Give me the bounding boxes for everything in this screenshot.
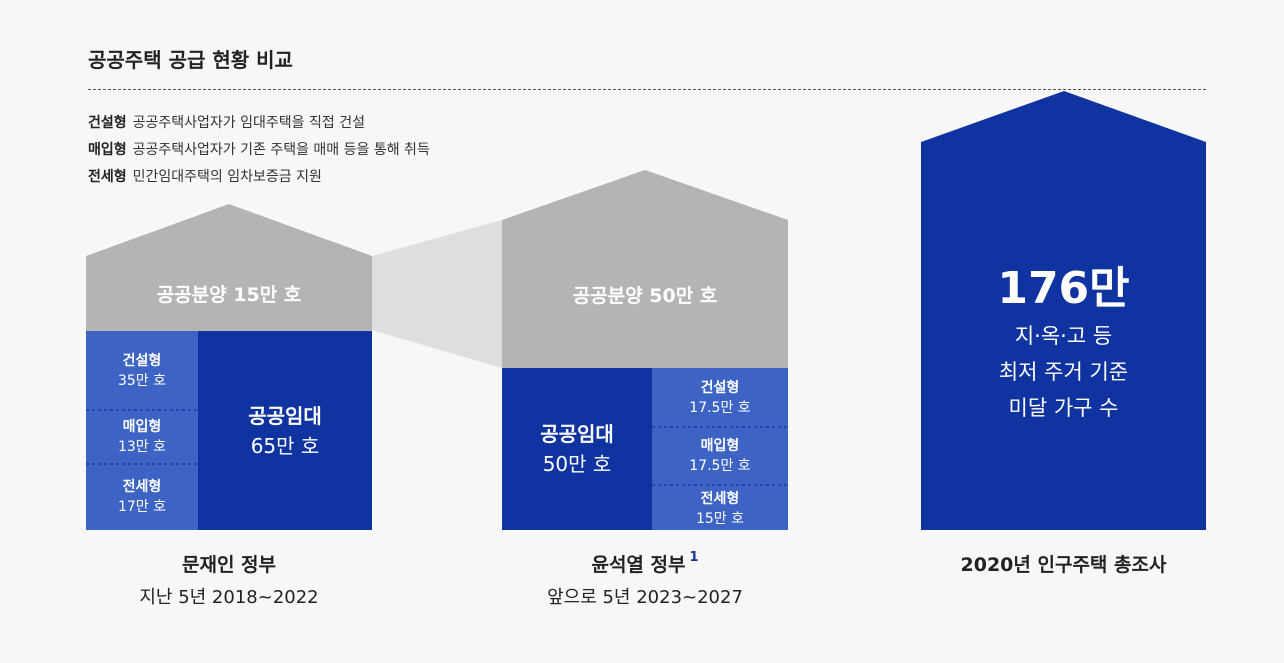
moon-type-jeonse: 전세형 17만 호 (86, 466, 198, 528)
moon-rental-block (198, 331, 372, 530)
type-name: 매입형 (700, 438, 740, 454)
moon-types-column (86, 331, 198, 530)
yoon-type-construction: 건설형 17.5만 호 (652, 370, 788, 425)
moon-rental-label: 공공임대 65만 호 (198, 331, 372, 530)
moon-type-purchase: 매입형 13만 호 (86, 412, 198, 462)
rental-title: 공공임대 (540, 422, 614, 446)
type-name: 건설형 (700, 379, 740, 396)
type-name: 전세형 (700, 490, 740, 507)
rental-value: 65만 호 (250, 433, 320, 458)
legend-desc: 공공주택사업자가 임대주택을 직접 건설 (132, 115, 365, 131)
legend-item-jeonse: 전세형 민간임대주택의 임차보증금 지원 (88, 166, 322, 186)
yoon-caption-sub: 앞으로 5년 2023~2027 (547, 587, 743, 608)
legend-term: 건설형 (88, 115, 127, 131)
census-description: 지·옥·고 등 최저 주거 기준 미달 가구 수 (921, 318, 1206, 426)
moon-type-construction: 건설형 35만 호 (86, 336, 198, 406)
census-desc-line: 지·옥·고 등 (1014, 324, 1113, 348)
yoon-types-column (652, 368, 788, 530)
moon-house-roof (86, 204, 372, 256)
yoon-sale-block (502, 220, 788, 368)
yoon-caption-title: 윤석열 정부 1 (502, 550, 788, 577)
type-value: 17.5만 호 (689, 399, 751, 416)
moon-sale-label: 공공분양 15만 호 (86, 256, 372, 331)
type-name: 전세형 (122, 479, 162, 495)
census-value: 176만 (997, 263, 1130, 314)
moon-caption-title: 문재인 정부 (181, 554, 276, 576)
yoon-sale-text: 공공분양 50만 호 (572, 284, 718, 307)
yoon-caption-text: 윤석열 정부 (591, 554, 686, 576)
type-value: 17만 호 (117, 499, 167, 515)
legend-term: 전세형 (88, 169, 127, 185)
yoon-rental-label: 공공임대 50만 호 (502, 368, 652, 530)
yoon-type-jeonse: 전세형 15만 호 (652, 487, 788, 530)
census-caption-title: 2020년 인구주택 총조사 (960, 554, 1167, 576)
moon-sale-text: 공공분양 15만 호 (156, 284, 302, 306)
top-divider (88, 89, 1206, 90)
type-value: 35만 호 (117, 373, 167, 389)
page-title: 공공주택 공급 현황 비교 (88, 48, 293, 72)
yoon-sale-label: 공공분양 50만 호 (502, 220, 788, 368)
census-desc-line: 최저 주거 기준 (998, 360, 1129, 384)
moon-sale-block (86, 256, 372, 331)
legend-term: 매입형 (88, 142, 127, 158)
legend-item-purchase: 매입형 공공주택사업자가 기존 주택을 매매 등을 통해 취득 (88, 139, 430, 159)
yoon-rental-block (502, 368, 652, 530)
type-name: 매입형 (122, 419, 162, 435)
type-value: 15만 호 (695, 510, 745, 527)
census-desc-line: 미달 가구 수 (1008, 396, 1119, 420)
comparison-connector (372, 220, 502, 368)
rental-value: 50만 호 (542, 452, 612, 476)
moon-caption-sub: 지난 5년 2018~2022 (139, 587, 319, 608)
footnote-marker[interactable]: 1 (689, 550, 699, 565)
type-value: 13만 호 (117, 439, 167, 455)
rental-title: 공공임대 (248, 403, 322, 428)
yoon-house-roof (502, 170, 788, 220)
legend-desc: 민간임대주택의 임차보증금 지원 (132, 169, 322, 185)
yoon-type-purchase: 매입형 17.5만 호 (652, 429, 788, 483)
census-house (921, 91, 1206, 530)
legend-item-construction: 건설형 공공주택사업자가 임대주택을 직접 건설 (88, 112, 365, 132)
type-name: 건설형 (122, 353, 162, 369)
legend-desc: 공공주택사업자가 기존 주택을 매매 등을 통해 취득 (132, 142, 430, 158)
type-value: 17.5만 호 (689, 458, 751, 474)
